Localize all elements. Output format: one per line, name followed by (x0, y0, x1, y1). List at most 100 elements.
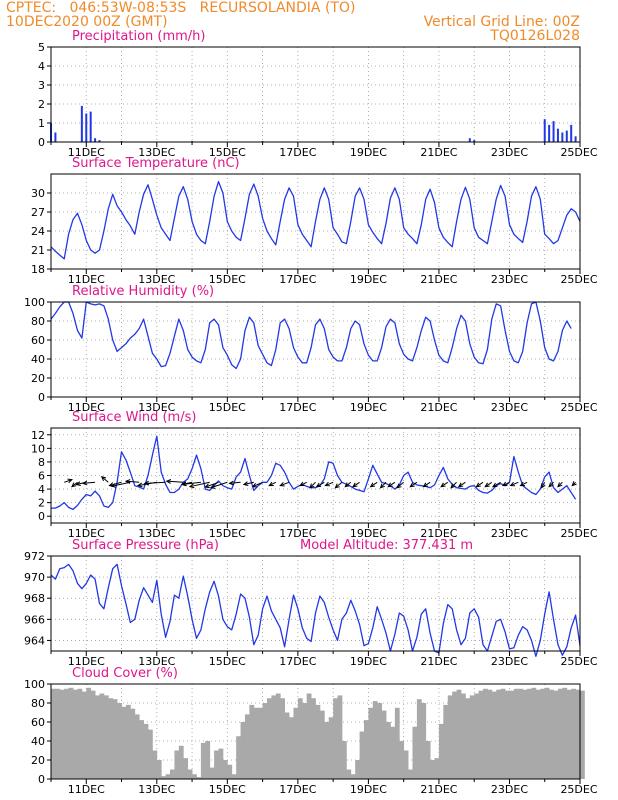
cloud-bar (465, 698, 471, 779)
x-tick-label: 11DEC (68, 527, 105, 540)
cloud-bar (531, 687, 537, 779)
x-tick-label: 21DEC (420, 146, 457, 159)
wind-arrow (509, 481, 519, 487)
cloud-bar (227, 764, 233, 779)
cloud-bar (509, 690, 515, 779)
y-tick-label: 3 (38, 79, 45, 92)
wind-arrow-shaft (205, 481, 219, 488)
precip-bar (570, 124, 573, 142)
wind-arrow (309, 481, 316, 489)
wind-arrow-head (387, 482, 393, 488)
cloud-bar (549, 689, 554, 779)
wind-arrow-head (440, 482, 446, 488)
cloud-bar (200, 742, 206, 779)
y-tick-label: 80 (31, 697, 45, 710)
panel-frame (50, 301, 581, 398)
wind-arrow (110, 481, 131, 488)
x-tick-label: 25DEC (560, 146, 597, 159)
wind-arrow (344, 481, 352, 488)
y-tick-label: 2 (38, 497, 45, 510)
cloud-bar (575, 689, 581, 779)
wind-arrow-shaft (380, 481, 387, 489)
x-tick-label: 11DEC (68, 273, 105, 286)
wind-arrow (124, 479, 140, 484)
wind-arrow (484, 481, 493, 488)
x-tick-label: 11DEC (68, 655, 105, 668)
y-tick-label: 0 (38, 136, 45, 149)
x-tick-label: 15DEC (209, 783, 246, 796)
x-tick-label: 23DEC (491, 273, 528, 286)
cloud-bar (447, 695, 453, 779)
wind-arrow-shaft (370, 481, 378, 488)
y-tick-label: 2 (38, 98, 45, 111)
x-tick-label: 19DEC (350, 783, 387, 796)
x-tick-label: 11DEC (68, 783, 105, 796)
wind-arrow (143, 480, 166, 486)
cloud-bar (77, 688, 83, 779)
wind-arrow (557, 481, 563, 488)
cloud-bar (174, 750, 180, 779)
wind-arrow-head (457, 482, 464, 488)
wind-arrow-head (344, 482, 350, 488)
wind-arrow-shaft (280, 481, 290, 487)
cloud-bar (302, 703, 308, 779)
y-tick-label: 964 (24, 634, 45, 647)
x-tick-label: 21DEC (420, 527, 457, 540)
wind-arrow (501, 481, 510, 487)
cloud-bar (377, 703, 383, 779)
wind-arrow-shaft (82, 481, 96, 484)
panel-frame (50, 427, 581, 524)
wind-arrow (324, 481, 334, 487)
wind-arrow (315, 481, 325, 488)
wind-arrow-head (501, 481, 508, 487)
wind-arrow (369, 481, 378, 488)
x-tick-label: 11DEC (68, 146, 105, 159)
wind-arrow-shaft (71, 481, 78, 488)
y-tick-label: 1 (38, 117, 45, 130)
wind-arrow-head (379, 483, 385, 489)
y-tick-label: 12 (31, 429, 45, 442)
x-tick-label: 25DEC (560, 273, 597, 286)
cloud-bar (187, 769, 193, 779)
wind-arrow-shaft (166, 480, 184, 483)
cloud-bar (544, 687, 550, 779)
wind-arrow-head (548, 482, 554, 488)
x-tick-label: 13DEC (138, 273, 175, 286)
cloud-bar (147, 729, 153, 779)
wind-arrow-head (228, 480, 234, 486)
x-tick-label: 23DEC (491, 401, 528, 414)
cloud-bar (341, 741, 347, 779)
x-tick-label: 13DEC (138, 783, 175, 796)
wind-arrow (188, 481, 210, 489)
wind-arrow-head (124, 479, 131, 484)
x-tick-label: 11DEC (68, 401, 105, 414)
cloud-bar (183, 758, 189, 779)
wind-arrow (548, 481, 554, 488)
cloud-bar (152, 750, 158, 779)
cloud-bar (386, 722, 391, 779)
cloud-bar (372, 701, 378, 779)
cloud-bar (522, 689, 528, 779)
wind-arrow (422, 481, 431, 488)
wind-arrow-head (100, 476, 107, 482)
cloud-bar (170, 769, 175, 779)
x-tick-label: 21DEC (420, 655, 457, 668)
series-line-wind (51, 435, 577, 511)
cloud-bar (390, 726, 396, 779)
cloud-bar (267, 698, 272, 779)
wind-arrow-head (279, 481, 285, 487)
wind-arrow-shaft (309, 481, 316, 489)
cloud-bar (161, 776, 167, 779)
precip-bar (94, 138, 97, 142)
wind-arrow (387, 481, 396, 488)
x-tick-label: 17DEC (279, 783, 316, 796)
cloud-bar (315, 704, 321, 779)
cloud-bar (306, 693, 312, 779)
cloud-bar (487, 689, 493, 779)
cloud-bar (566, 689, 572, 779)
wind-arrow-shaft (396, 481, 404, 489)
wind-arrow-head (484, 482, 490, 488)
wind-arrow (100, 476, 109, 483)
cloud-bar (562, 687, 568, 779)
y-tick-label: 966 (24, 613, 45, 626)
